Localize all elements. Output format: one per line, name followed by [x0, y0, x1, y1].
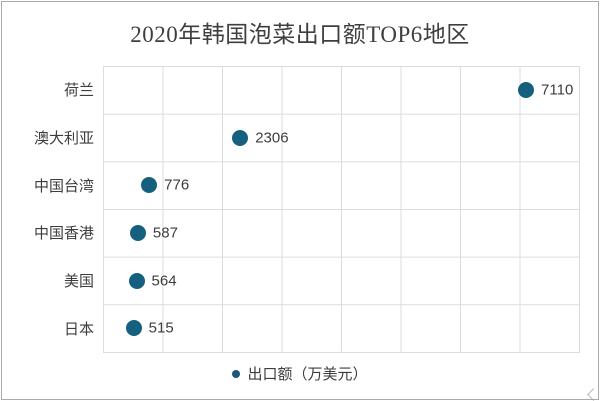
- data-point-label: 564: [151, 272, 177, 289]
- category-axis: 荷兰澳大利亚中国台湾中国香港美国日本: [0, 66, 94, 352]
- legend: 出口额（万美元）: [0, 363, 600, 384]
- y-axis-label: 中国台湾: [33, 178, 94, 195]
- y-axis-label: 荷兰: [63, 83, 94, 100]
- data-point-label: 776: [164, 176, 190, 194]
- data-point-marker: [125, 320, 142, 337]
- data-point-marker: [232, 129, 249, 146]
- y-axis-label: 澳大利亚: [33, 130, 94, 147]
- legend-label: 出口额（万美元）: [247, 367, 368, 383]
- data-point-label: 515: [148, 319, 174, 337]
- corner-artifact: [587, 388, 600, 401]
- data-point-marker: [128, 272, 145, 289]
- chart-title: 2020年韩国泡菜出口额TOP6地区: [130, 22, 470, 47]
- plot-area: 7110 2306 776 587 564 515: [103, 66, 580, 353]
- data-point-marker: [141, 177, 158, 194]
- y-axis-label: 中国香港: [33, 226, 94, 243]
- data-point-marker: [518, 81, 535, 98]
- data-point-label: 2306: [255, 129, 289, 146]
- y-axis-label: 美国: [63, 273, 94, 290]
- data-point-marker: [129, 224, 146, 241]
- data-point-label: 587: [152, 224, 178, 242]
- y-axis-label: 日本: [63, 321, 94, 338]
- legend-marker-icon: [232, 369, 241, 378]
- data-point-label: 7110: [541, 81, 574, 99]
